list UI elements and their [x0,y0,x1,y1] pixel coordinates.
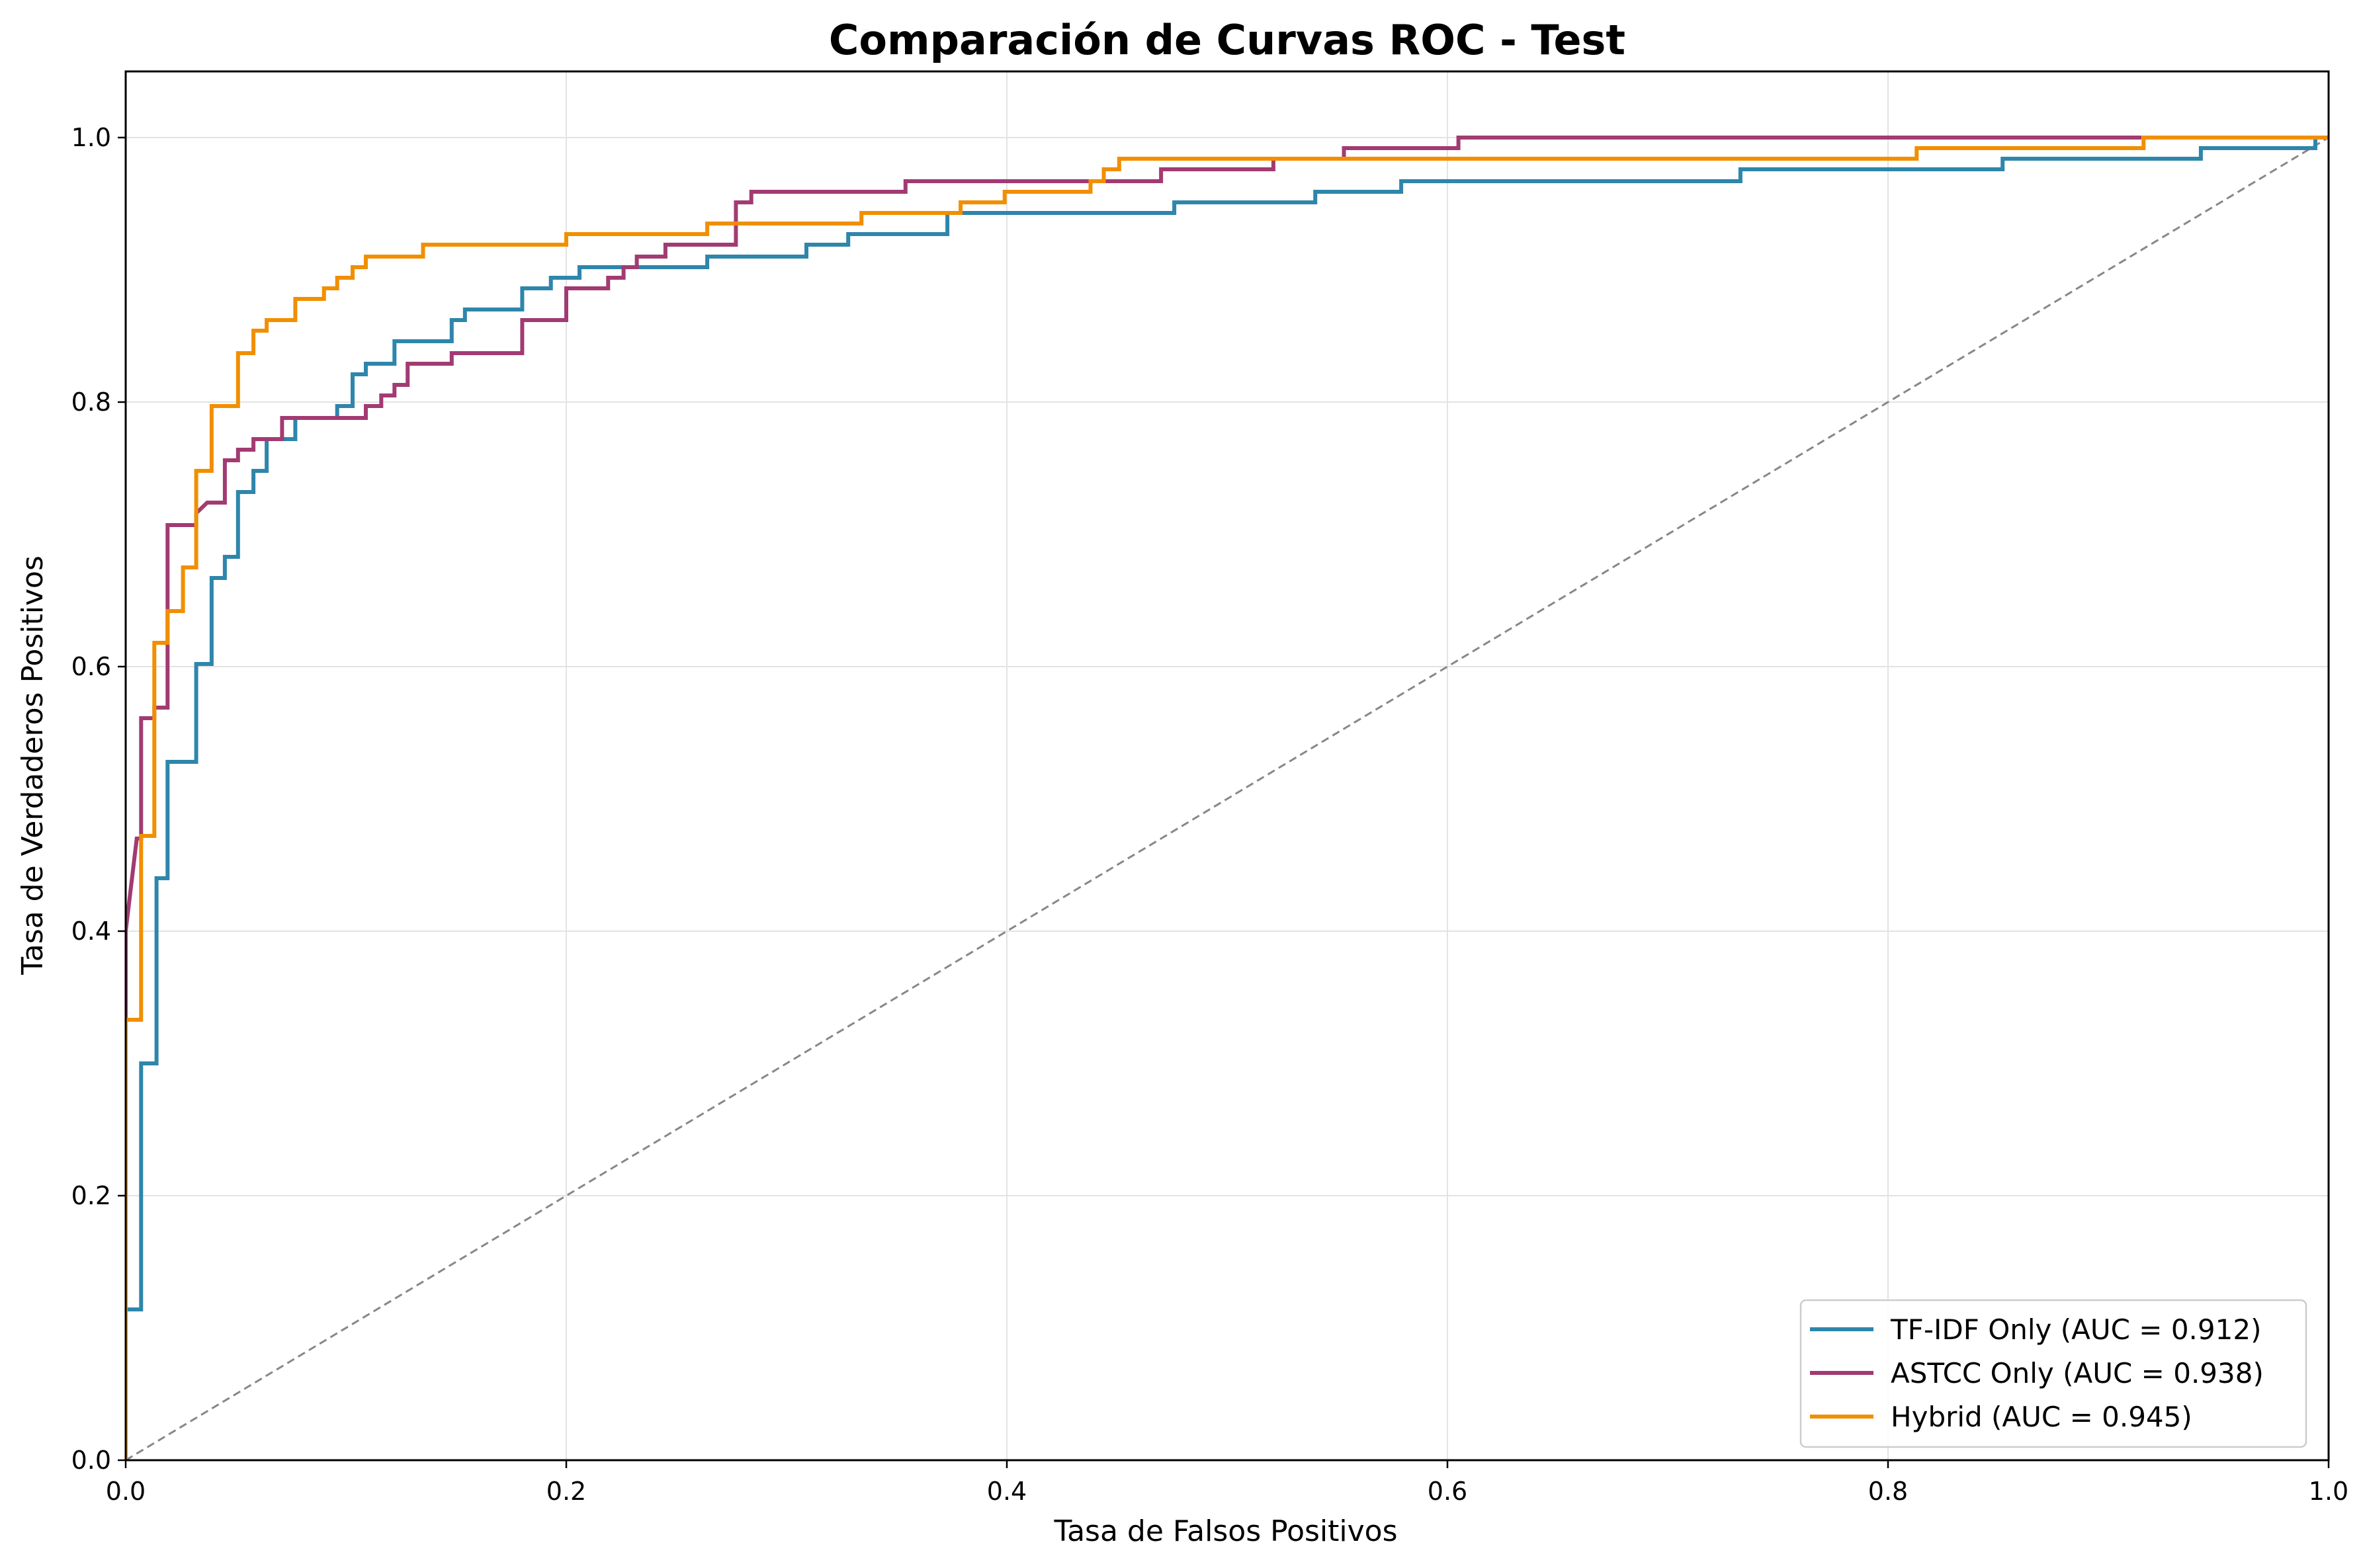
legend-box [1799,1299,2307,1448]
plot-frame [124,70,2330,1462]
series-line-0 [126,136,2329,1460]
x-tick-label: 0.2 [546,1477,586,1506]
x-tick-label: 0.4 [987,1477,1027,1506]
x-tick-label: 0.6 [1428,1477,1467,1506]
reference-diagonal-line [126,136,2329,1460]
y-tick-label: 0.8 [71,388,111,417]
x-tick-label: 0.8 [1868,1477,1908,1506]
chart-title: Comparación de Curvas ROC - Test [829,16,1625,64]
axis-ticks: 0.0 0.2 0.4 0.6 0.8 1.0 0.0 0.2 0.4 0.6 0.8 1.0 [71,123,2349,1506]
y-tick-label: 1.0 [71,123,111,152]
y-tick-label: 0.0 [71,1446,111,1475]
legend-label: Hybrid (AUC = 0.945) [1891,1401,2192,1433]
y-tick-label: 0.2 [71,1181,111,1210]
y-tick-label: 0.4 [71,917,111,946]
series-line-2 [126,136,2329,1460]
y-tick-label: 0.6 [71,652,111,681]
x-tick-label: 0.0 [106,1477,146,1506]
y-axis-label: Tasa de Verdaderos Positivos [16,556,50,975]
legend-label: ASTCC Only (AUC = 0.938) [1891,1357,2264,1389]
x-tick-label: 1.0 [2309,1477,2348,1506]
legend-label: TF-IDF Only (AUC = 0.912) [1890,1313,2261,1346]
legend: TF-IDF Only (AUC = 0.912) ASTCC Only (AUC… [1799,1299,2307,1448]
plot-area [126,136,2329,1460]
x-axis-label: Tasa de Falsos Positivos [1053,1514,1397,1548]
grid [125,71,2329,1461]
